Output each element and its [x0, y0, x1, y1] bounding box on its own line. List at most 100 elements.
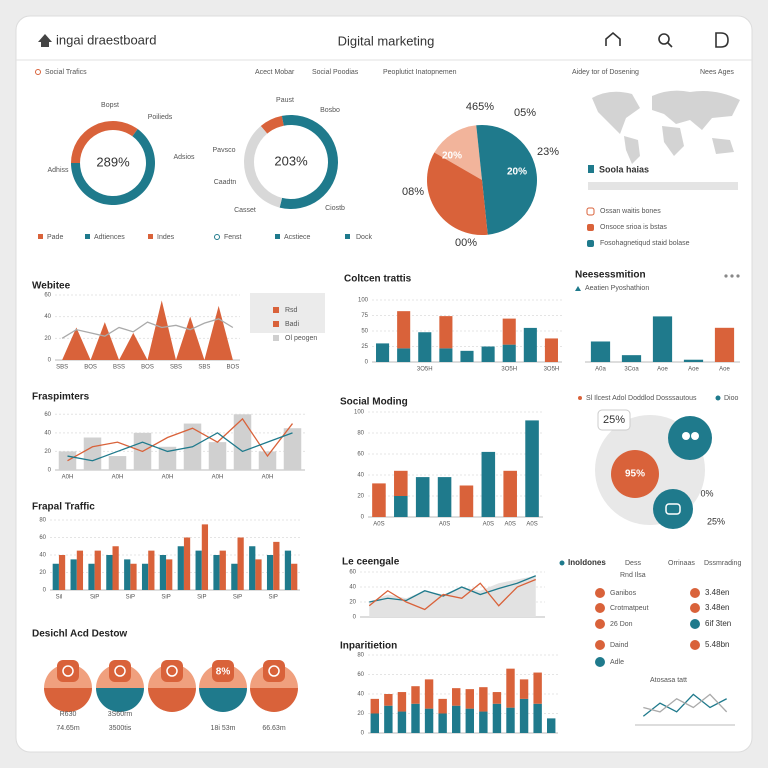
y-tick-label: 20 — [357, 494, 364, 500]
bar — [52, 563, 59, 590]
annotation: Adsios — [173, 154, 195, 161]
y-tick-label: 20 — [44, 449, 51, 455]
x-tick-label: BOS — [141, 365, 154, 371]
bar — [201, 524, 209, 590]
bar — [519, 679, 529, 699]
bar — [411, 686, 420, 704]
y-tick-label: 20 — [44, 336, 51, 342]
bar — [439, 316, 453, 349]
bar — [159, 555, 167, 590]
x-tick-label: 3O5H — [501, 367, 517, 373]
icon — [595, 619, 605, 629]
center-label: 203% — [274, 153, 308, 168]
bar — [437, 477, 452, 517]
y-tick-label: 100 — [358, 298, 369, 304]
home-icon[interactable] — [605, 31, 621, 46]
chart-title: Coltcen trattis — [344, 274, 412, 285]
bar — [438, 698, 447, 714]
bar — [544, 338, 558, 362]
x-tick-label: BSS — [113, 365, 125, 371]
bar — [397, 348, 411, 362]
x-tick-label: SiP — [161, 595, 170, 601]
x-tick-label: A0S — [439, 522, 450, 528]
list-value: 3.48en — [705, 588, 729, 597]
bar — [397, 692, 407, 712]
donut-segment — [279, 115, 338, 209]
legend-label: Badi — [285, 321, 299, 328]
annotation: Ciostb — [325, 205, 345, 212]
bar — [106, 555, 113, 590]
y-tick-label: 40 — [44, 314, 51, 320]
line — [369, 575, 536, 603]
annotation: Poilieds — [148, 114, 173, 121]
bar — [195, 550, 202, 590]
chart-title: Neesessmition — [575, 270, 646, 281]
list-label: Ganibos — [610, 590, 637, 597]
x-tick-label: Aoe — [688, 367, 699, 373]
chart-title: Social Moding — [340, 397, 408, 408]
bar — [714, 327, 735, 362]
legend: Indes — [157, 234, 175, 241]
bar — [479, 687, 488, 712]
bar — [481, 451, 496, 517]
y-tick-label: 0 — [353, 615, 357, 621]
annotation: Paust — [276, 97, 294, 104]
y-tick-label: 0 — [365, 360, 369, 366]
bar — [465, 689, 474, 709]
icon — [587, 240, 594, 247]
header: Orrinaas — [668, 560, 695, 567]
chart-title: Atosasa tatt — [650, 677, 687, 684]
search-icon[interactable] — [658, 33, 670, 45]
x-tick-label: Aoe — [657, 367, 668, 373]
icon — [587, 224, 594, 231]
y-tick-label: 40 — [357, 692, 364, 698]
x-tick-label: A0H — [162, 475, 174, 481]
bar — [533, 703, 542, 733]
x-tick-label: 3Coa — [624, 367, 639, 373]
title[interactable]: Digital marketing — [338, 33, 435, 48]
bar — [397, 311, 411, 349]
bar — [177, 546, 184, 590]
bar — [94, 550, 101, 590]
y-tick-label: 0 — [361, 515, 365, 521]
y-tick-label: 75 — [361, 313, 368, 319]
center-label: 289% — [96, 154, 130, 169]
x-tick-label: Sil — [56, 595, 63, 601]
legend-box — [250, 293, 325, 333]
legend: Dock — [356, 234, 372, 241]
y-tick-label: 100 — [354, 410, 365, 416]
bar — [411, 703, 420, 733]
bar — [273, 541, 280, 590]
annotation: 08% — [402, 186, 424, 198]
circle-label: R630 — [60, 711, 77, 718]
bar — [130, 563, 137, 590]
legend: Dioo — [724, 395, 739, 402]
icon — [595, 603, 605, 613]
swatch — [148, 234, 153, 239]
x-tick-label: SiP — [126, 595, 135, 601]
panel-title: Soola haias — [599, 164, 649, 174]
marker — [575, 286, 581, 291]
circle-total: 66.63m — [262, 725, 286, 732]
menu-icon[interactable] — [715, 32, 729, 48]
legend: Social Trafics — [45, 69, 87, 76]
bar — [291, 563, 298, 590]
bar — [452, 688, 461, 706]
circle-half — [44, 688, 92, 712]
panel-title: Inoldones — [568, 558, 606, 567]
bar — [503, 470, 517, 517]
bar — [479, 711, 488, 733]
bar — [481, 346, 495, 362]
world-map — [592, 90, 740, 164]
bar — [166, 559, 173, 590]
chart-title: Fraspimters — [32, 392, 90, 403]
icon — [682, 432, 690, 440]
icon — [212, 660, 234, 682]
bar — [590, 341, 611, 362]
swatch — [275, 234, 280, 239]
bar — [418, 332, 432, 362]
annotation: 05% — [514, 107, 536, 119]
circle-half — [96, 688, 144, 712]
bar — [384, 705, 393, 733]
x-tick-label: BOS — [84, 365, 97, 371]
